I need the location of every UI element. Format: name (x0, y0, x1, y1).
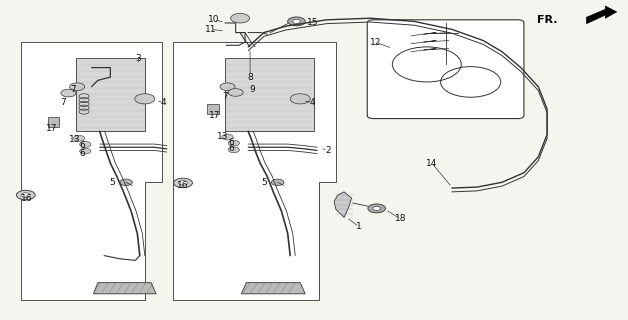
Circle shape (16, 190, 35, 200)
Text: 7: 7 (70, 85, 75, 94)
Circle shape (70, 83, 85, 91)
Circle shape (230, 13, 249, 23)
Text: 5: 5 (109, 178, 115, 187)
Circle shape (61, 89, 76, 97)
Circle shape (220, 83, 235, 91)
Text: 15: 15 (307, 19, 318, 28)
Circle shape (21, 193, 30, 197)
Polygon shape (241, 283, 305, 294)
Polygon shape (94, 283, 156, 294)
Polygon shape (225, 58, 314, 131)
Text: 17: 17 (46, 124, 58, 132)
Bar (207, 104, 219, 114)
Text: 16: 16 (21, 194, 33, 203)
Text: 8: 8 (247, 73, 253, 82)
Circle shape (293, 20, 300, 23)
Text: 4: 4 (161, 98, 166, 107)
Circle shape (288, 17, 305, 26)
Circle shape (178, 181, 187, 185)
Circle shape (80, 141, 91, 147)
Circle shape (173, 178, 192, 188)
Text: 7: 7 (60, 98, 66, 107)
Text: 5: 5 (261, 178, 267, 187)
Text: 6: 6 (79, 149, 85, 158)
Circle shape (373, 206, 381, 210)
Text: 2: 2 (325, 146, 330, 155)
Text: 6: 6 (79, 141, 85, 150)
Text: 6: 6 (229, 144, 234, 153)
Circle shape (135, 94, 155, 104)
Circle shape (80, 148, 91, 154)
Text: 17: 17 (209, 111, 221, 120)
Polygon shape (21, 42, 163, 300)
Text: 10: 10 (208, 15, 220, 24)
Circle shape (271, 179, 284, 186)
Polygon shape (76, 58, 145, 131)
Text: FR.: FR. (536, 15, 557, 25)
Text: 11: 11 (205, 25, 217, 34)
Text: 3: 3 (136, 53, 141, 62)
Circle shape (228, 89, 243, 96)
Text: 13: 13 (69, 135, 80, 144)
Polygon shape (334, 192, 352, 217)
Circle shape (368, 204, 386, 213)
Polygon shape (587, 6, 617, 24)
Text: 18: 18 (395, 214, 406, 223)
Circle shape (228, 140, 239, 146)
Text: 9: 9 (250, 85, 256, 94)
Polygon shape (173, 42, 336, 300)
Circle shape (222, 134, 233, 140)
Text: 1: 1 (356, 222, 362, 231)
Text: 13: 13 (217, 132, 229, 140)
Circle shape (290, 94, 310, 104)
Text: 12: 12 (370, 38, 381, 47)
Bar (48, 117, 59, 126)
Circle shape (120, 179, 133, 186)
FancyBboxPatch shape (367, 20, 524, 119)
Text: 16: 16 (176, 181, 188, 190)
Circle shape (73, 135, 85, 141)
Circle shape (228, 147, 239, 153)
Text: 4: 4 (310, 98, 315, 107)
Text: 6: 6 (229, 138, 234, 147)
Text: 7: 7 (222, 92, 228, 101)
Text: 14: 14 (426, 159, 438, 168)
